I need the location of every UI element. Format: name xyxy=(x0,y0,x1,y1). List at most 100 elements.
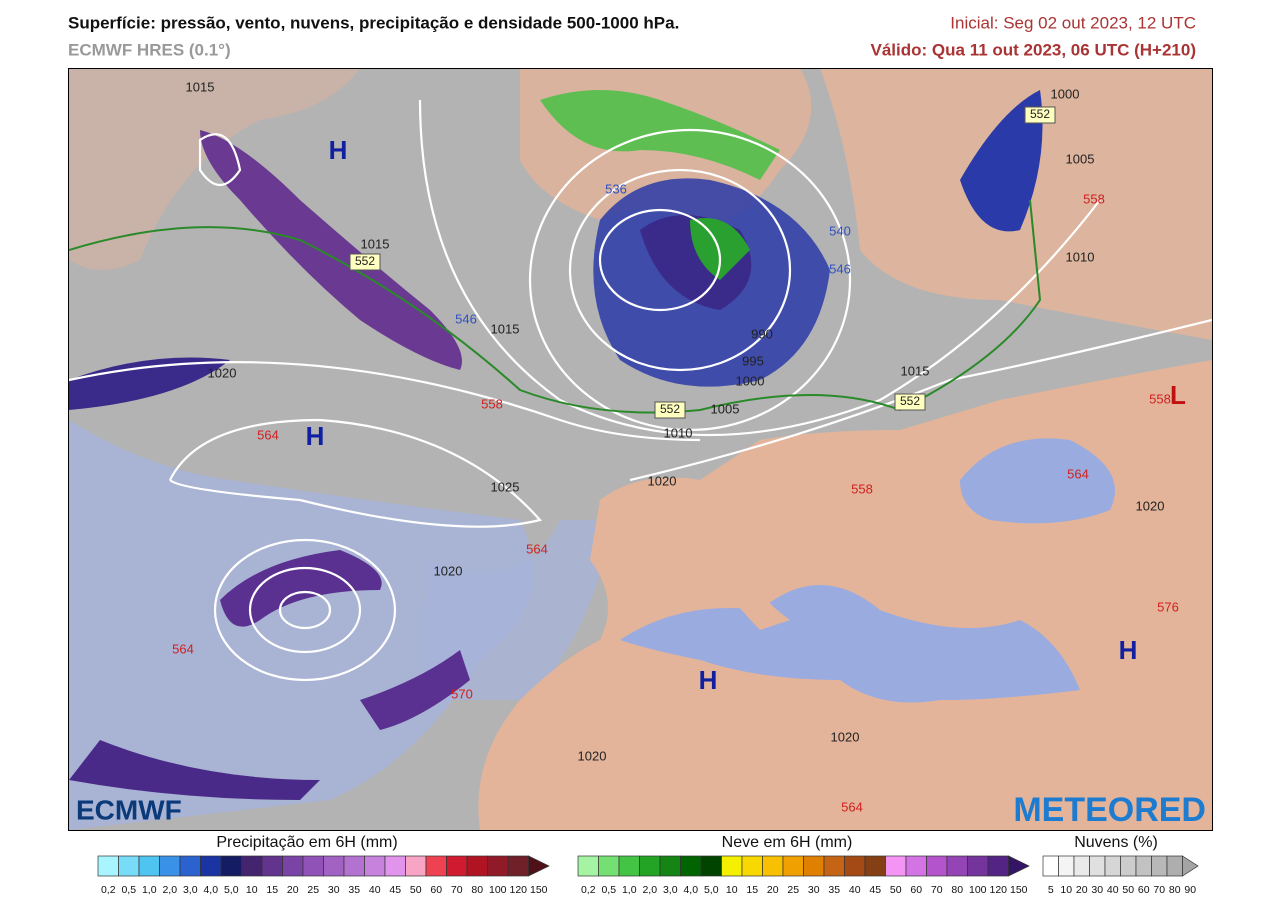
legend-swatch xyxy=(987,855,1009,877)
legend-swatch xyxy=(200,855,222,877)
isobar xyxy=(598,208,722,312)
legend-label: 40 xyxy=(1107,884,1119,896)
legend-swatch xyxy=(762,855,784,877)
sea xyxy=(960,438,1115,524)
init-time: Inicial: Seg 02 out 2023, 12 UTC xyxy=(950,13,1196,32)
thickness-box xyxy=(654,401,686,419)
legend-swatch xyxy=(466,855,488,877)
thickness-label: 564 xyxy=(172,641,194,656)
thickness-box xyxy=(894,393,926,411)
legend-label: 25 xyxy=(787,884,799,896)
legend-label: 120 xyxy=(509,884,527,896)
isobar-label: 1015 xyxy=(901,363,930,378)
legend-label: 0,2 xyxy=(581,884,596,896)
legend-swatch xyxy=(1166,855,1183,877)
legend-swatch xyxy=(782,855,804,877)
thickness-label: 570 xyxy=(451,686,473,701)
isobar xyxy=(629,318,1212,482)
legend-swatch xyxy=(323,855,345,877)
legend-label: 2,0 xyxy=(162,884,177,896)
precipitation xyxy=(69,357,230,410)
legend-label: 35 xyxy=(828,884,840,896)
legend-swatch xyxy=(384,855,406,877)
isobar-label: 1015 xyxy=(361,236,390,251)
isobar xyxy=(198,133,242,187)
legend-label: 90 xyxy=(1184,884,1196,896)
precipitation xyxy=(200,130,462,370)
legend-swatch xyxy=(926,855,948,877)
thickness-label: 540 xyxy=(829,223,851,238)
legend-label: 0,2 xyxy=(101,884,116,896)
map-frame xyxy=(68,68,1213,831)
legend-label: 15 xyxy=(266,884,278,896)
isobar-label: 995 xyxy=(742,353,764,368)
legend-swatch xyxy=(302,855,324,877)
legend-swatch xyxy=(241,855,263,877)
legend-label: 40 xyxy=(849,884,861,896)
legend-swatch xyxy=(97,855,119,877)
legend-swatch xyxy=(1151,855,1168,877)
legend-swatch xyxy=(659,855,681,877)
high-center: H xyxy=(329,135,348,165)
isobar-label: 1005 xyxy=(711,401,740,416)
legend-swatch xyxy=(680,855,702,877)
legend-label: 5,0 xyxy=(224,884,239,896)
isobar-label: 1025 xyxy=(491,479,520,494)
precipitation xyxy=(360,650,470,730)
legend-swatch xyxy=(885,855,907,877)
legend-swatch xyxy=(528,855,550,877)
legend-swatch xyxy=(1073,855,1090,877)
snow xyxy=(690,218,750,280)
legend-title: Neve em 6H (mm) xyxy=(722,834,853,851)
snow xyxy=(540,90,780,180)
legend-swatch xyxy=(1089,855,1106,877)
isobar xyxy=(248,566,362,654)
thickness-box xyxy=(349,253,381,271)
legend-label: 70 xyxy=(931,884,943,896)
land xyxy=(690,528,790,630)
isobar-label: 1010 xyxy=(1066,249,1095,264)
legend-label: 70 xyxy=(1153,884,1165,896)
legend-swatch xyxy=(118,855,140,877)
isobar xyxy=(69,361,701,442)
legend-label: 100 xyxy=(489,884,507,896)
model-name: ECMWF HRES (0.1°) xyxy=(68,40,231,59)
legend-label: 5 xyxy=(1048,884,1054,896)
legend-swatch xyxy=(1120,855,1137,877)
legend-title: Precipitação em 6H (mm) xyxy=(216,834,397,851)
isobar-label: 1020 xyxy=(434,563,463,578)
legend-swatch xyxy=(1135,855,1152,877)
legend-label: 1,0 xyxy=(142,884,157,896)
legend-swatch xyxy=(905,855,927,877)
legend-label: 10 xyxy=(246,884,258,896)
legend-label: 3,0 xyxy=(183,884,198,896)
isobar xyxy=(169,418,543,528)
valid-time: Válido: Qua 11 out 2023, 06 UTC (H+210) xyxy=(871,40,1196,59)
legend-title: Nuvens (%) xyxy=(1074,834,1158,851)
thickness-label: 552 xyxy=(1030,107,1050,121)
isobar-label: 1020 xyxy=(1136,498,1165,513)
precipitation xyxy=(69,740,320,800)
legend-label: 120 xyxy=(989,884,1007,896)
legend-swatch xyxy=(446,855,468,877)
low-center: L xyxy=(1170,380,1186,410)
legend-swatch xyxy=(282,855,304,877)
legend-swatch xyxy=(823,855,845,877)
isobar-label: 1000 xyxy=(1051,86,1080,101)
legend-swatch xyxy=(1042,855,1059,877)
legend-label: 10 xyxy=(726,884,738,896)
legend-label: 0,5 xyxy=(601,884,616,896)
legend-label: 80 xyxy=(1169,884,1181,896)
legend-label: 4,0 xyxy=(683,884,698,896)
legend-swatch xyxy=(864,855,886,877)
legend-label: 150 xyxy=(1010,884,1028,896)
isobar-label: 990 xyxy=(751,326,773,341)
logo: ECMWF xyxy=(76,794,182,825)
legend-swatch xyxy=(598,855,620,877)
legend-label: 50 xyxy=(890,884,902,896)
thickness-label: 546 xyxy=(455,311,477,326)
legend-label: 60 xyxy=(910,884,922,896)
thickness-label: 552 xyxy=(660,402,680,416)
legend-swatch xyxy=(618,855,640,877)
